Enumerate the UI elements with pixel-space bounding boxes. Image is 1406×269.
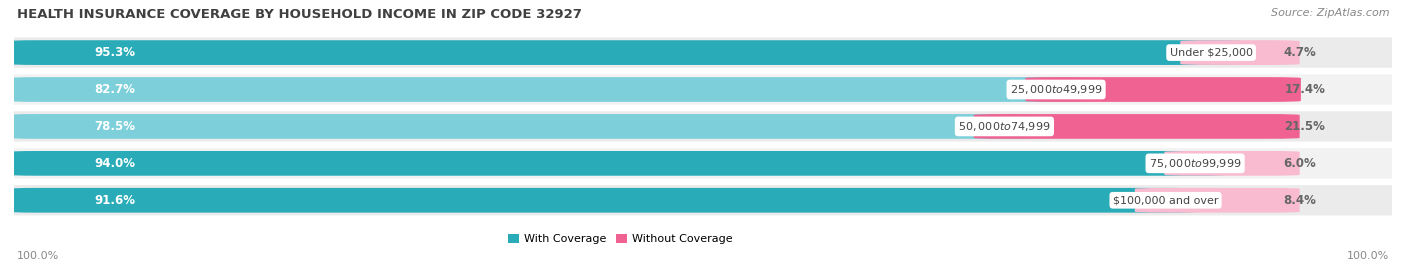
Text: 78.5%: 78.5%: [94, 120, 135, 133]
FancyBboxPatch shape: [1025, 77, 1301, 102]
Text: 100.0%: 100.0%: [1347, 251, 1389, 261]
FancyBboxPatch shape: [1135, 188, 1299, 213]
Text: 6.0%: 6.0%: [1284, 157, 1316, 170]
Text: 95.3%: 95.3%: [94, 46, 135, 59]
Text: 94.0%: 94.0%: [94, 157, 135, 170]
FancyBboxPatch shape: [0, 111, 1406, 141]
Text: $25,000 to $49,999: $25,000 to $49,999: [1010, 83, 1102, 96]
Text: 82.7%: 82.7%: [94, 83, 135, 96]
FancyBboxPatch shape: [1181, 40, 1299, 65]
FancyBboxPatch shape: [0, 74, 1406, 105]
FancyBboxPatch shape: [0, 148, 1406, 179]
FancyBboxPatch shape: [973, 114, 1299, 139]
FancyBboxPatch shape: [0, 37, 1406, 68]
Text: Under $25,000: Under $25,000: [1170, 48, 1253, 58]
FancyBboxPatch shape: [8, 77, 1087, 102]
FancyBboxPatch shape: [8, 151, 1226, 176]
Text: 8.4%: 8.4%: [1284, 194, 1316, 207]
Text: $100,000 and over: $100,000 and over: [1112, 195, 1219, 205]
Text: HEALTH INSURANCE COVERAGE BY HOUSEHOLD INCOME IN ZIP CODE 32927: HEALTH INSURANCE COVERAGE BY HOUSEHOLD I…: [17, 8, 582, 21]
Text: 91.6%: 91.6%: [94, 194, 135, 207]
Text: Source: ZipAtlas.com: Source: ZipAtlas.com: [1271, 8, 1389, 18]
FancyBboxPatch shape: [0, 185, 1406, 215]
Text: 100.0%: 100.0%: [17, 251, 59, 261]
FancyBboxPatch shape: [8, 188, 1197, 213]
Text: 4.7%: 4.7%: [1284, 46, 1316, 59]
Text: $75,000 to $99,999: $75,000 to $99,999: [1149, 157, 1241, 170]
FancyBboxPatch shape: [8, 40, 1241, 65]
FancyBboxPatch shape: [8, 114, 1035, 139]
Text: $50,000 to $74,999: $50,000 to $74,999: [957, 120, 1050, 133]
Legend: With Coverage, Without Coverage: With Coverage, Without Coverage: [503, 230, 737, 249]
FancyBboxPatch shape: [1164, 151, 1299, 176]
Text: 21.5%: 21.5%: [1284, 120, 1324, 133]
Text: 17.4%: 17.4%: [1285, 83, 1326, 96]
